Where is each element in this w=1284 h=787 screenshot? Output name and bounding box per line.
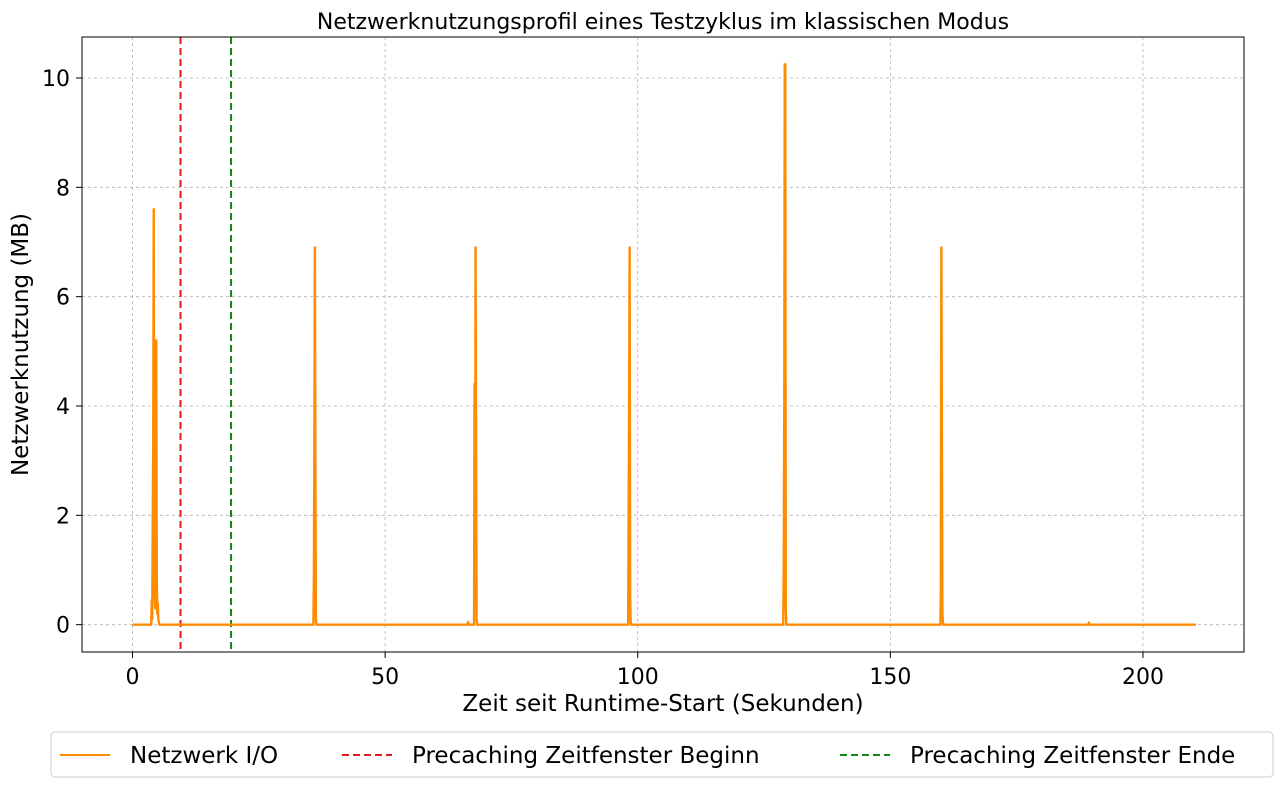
chart-title: Netzwerknutzungsprofil eines Testzyklus … bbox=[317, 10, 1009, 35]
precaching-window-lines bbox=[179, 37, 233, 652]
x-tick-label: 200 bbox=[1122, 665, 1164, 690]
x-tick-label: 50 bbox=[371, 665, 399, 690]
plot-frame bbox=[81, 36, 1245, 653]
tick-layer: 0 50 100 150 200 0 2 4 6 8 10 bbox=[42, 67, 1164, 690]
series-layer bbox=[132, 63, 1196, 626]
grid-layer bbox=[82, 37, 1244, 652]
x-tick-label: 100 bbox=[617, 665, 659, 690]
y-tick-label: 0 bbox=[56, 614, 70, 639]
y-axis-label: Netzwerknutzung (MB) bbox=[8, 213, 34, 476]
y-tick-label: 8 bbox=[56, 176, 70, 201]
legend-label: Precaching Zeitfenster Ende bbox=[910, 743, 1235, 769]
legend-box bbox=[50, 731, 1274, 778]
y-tick-label: 6 bbox=[56, 286, 70, 311]
y-tick-label: 4 bbox=[56, 395, 70, 420]
y-tick-label: 10 bbox=[42, 67, 70, 92]
x-tick-label: 0 bbox=[126, 665, 140, 690]
legend-label: Netzwerk I/O bbox=[130, 743, 278, 769]
series-line bbox=[132, 63, 1196, 626]
x-tick-label: 150 bbox=[869, 665, 911, 690]
y-tick-label: 2 bbox=[56, 504, 70, 529]
legend-label: Precaching Zeitfenster Beginn bbox=[412, 743, 760, 769]
x-axis-label: Zeit seit Runtime-Start (Sekunden) bbox=[462, 691, 863, 717]
legend: Netzwerk I/O Precaching Zeitfenster Begin… bbox=[50, 731, 1274, 778]
